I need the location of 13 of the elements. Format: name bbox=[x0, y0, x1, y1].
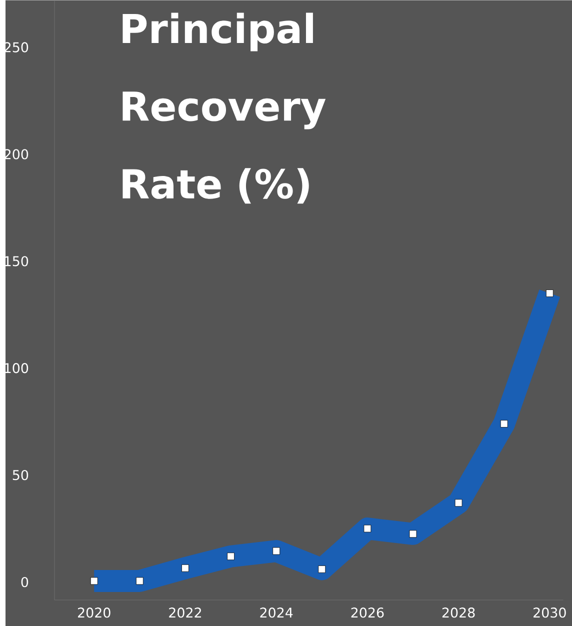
x-tick-label: 2030 bbox=[533, 608, 566, 618]
x-tick-label: 2028 bbox=[442, 608, 475, 618]
x-tick-label: 2024 bbox=[260, 608, 293, 618]
x-tick-label: 2020 bbox=[78, 608, 110, 618]
text: Principal Recovery Rate (%) bbox=[122, 12, 326, 204]
y-tick-label: 250 bbox=[4, 42, 28, 52]
y-tick-label: 200 bbox=[4, 149, 28, 160]
y-tick-label: 50 bbox=[12, 470, 28, 480]
x-tick-label: 2026 bbox=[351, 608, 384, 618]
y-tick-label: 0 bbox=[21, 576, 28, 588]
x-tick-label: 2022 bbox=[168, 608, 201, 618]
y-tick-label: 100 bbox=[4, 363, 28, 374]
y-tick-label: 150 bbox=[4, 256, 28, 266]
